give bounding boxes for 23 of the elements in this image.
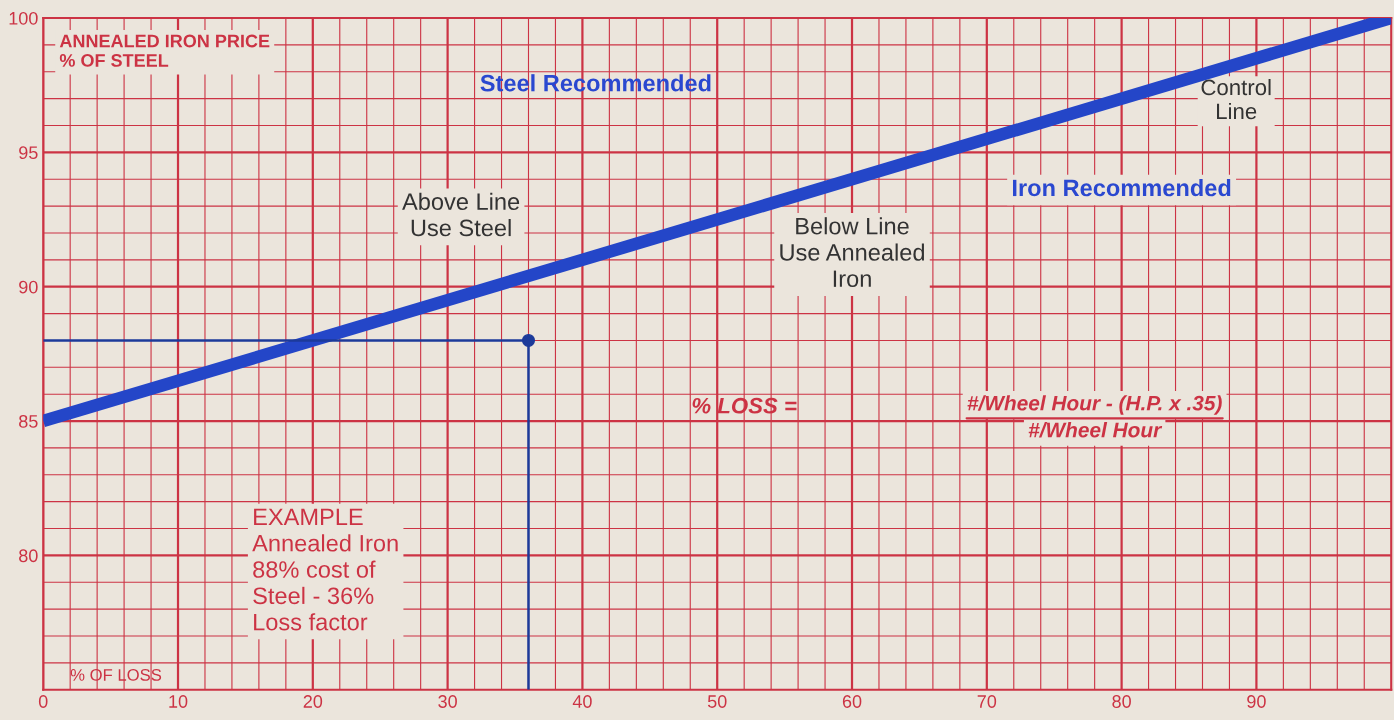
y-tick-label: 100 [9, 11, 38, 25]
annotation: #/Wheel Hour - (H.P. x .35) [967, 395, 1222, 415]
y-tick-label: 90 [19, 280, 38, 294]
annotation: EXAMPLE Annealed Iron 88% cost of Steel - 36% Loss factor [252, 508, 398, 631]
y-axis-title: ANNEALED IRON PRICE % OF STEEL [59, 34, 270, 67]
x-tick-label: 30 [438, 695, 457, 708]
y-tick-label: 85 [19, 414, 38, 428]
x-tick-label: 50 [707, 695, 727, 708]
y-tick-label: 95 [19, 146, 38, 160]
y-tick-label: 80 [19, 549, 38, 563]
x-tick-label: 40 [572, 695, 592, 708]
x-tick-label: 60 [842, 695, 862, 708]
annotation: Below Line Use Annealed Iron [780, 217, 925, 288]
x-tick-label: 10 [169, 695, 188, 708]
x-tick-label: 0 [38, 695, 48, 708]
x-tick-label: 90 [1247, 695, 1266, 708]
annotation: #/Wheel Hour [1028, 422, 1163, 438]
x-tick-label: 80 [1112, 695, 1131, 708]
annotation: Iron Recommended [1012, 178, 1231, 197]
series-label: Control Line [1201, 78, 1271, 120]
x-tick-label: 20 [303, 695, 323, 708]
annotation: Above Line Use Steel [402, 192, 520, 237]
x-tick-label: 70 [977, 695, 997, 708]
